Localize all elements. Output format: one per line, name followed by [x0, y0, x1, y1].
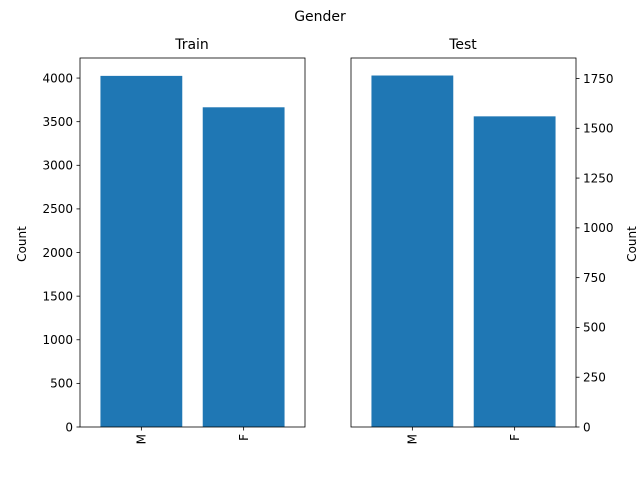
- train-y-tick-label: 1500: [42, 289, 73, 303]
- train-bar-f: [202, 107, 285, 427]
- train-y-axis-label: Count: [15, 226, 29, 262]
- train-axes-frame: [79, 57, 306, 428]
- figure-suptitle: Gender: [294, 9, 346, 25]
- test-y-tick-label: 250: [583, 371, 606, 385]
- test-y-tick-label: 1000: [583, 221, 614, 235]
- test-y-tick-label: 0: [583, 420, 591, 434]
- train-subplot-title: Train: [174, 37, 209, 53]
- test-subplot-title: Test: [448, 37, 477, 53]
- train-y-tick-label: 2000: [42, 246, 73, 260]
- train-y-tick-label: 3000: [42, 159, 73, 173]
- train-y-tick-label: 2500: [42, 202, 73, 216]
- train-y-tick-label: 1000: [42, 333, 73, 347]
- test-y-tick-label: 1500: [583, 122, 614, 136]
- train-y-tick-label: 500: [50, 377, 73, 391]
- test-bar-f: [473, 116, 556, 427]
- train-subplot: Train Count 0 500 1000 1500 2000 2500 3000 3500…: [15, 37, 306, 444]
- test-x-tick-label-m: M: [406, 434, 420, 444]
- test-axes-frame: [350, 57, 577, 428]
- train-x-tick-label-f: F: [237, 434, 251, 441]
- train-y-tick-label: 3500: [42, 115, 73, 129]
- test-y-axis-label: Count: [625, 226, 639, 262]
- train-x-tick-label-m: M: [135, 434, 149, 444]
- test-y-tick-label: 750: [583, 271, 606, 285]
- test-bar-m: [371, 75, 454, 428]
- test-y-tick-label: 1750: [583, 72, 614, 86]
- test-y-tick-label: 1250: [583, 171, 614, 185]
- test-subplot: Test Count 0 250 500 750 1000 1250 1500 1750 M F: [350, 37, 639, 444]
- test-x-tick-label-f: F: [508, 434, 522, 441]
- train-y-tick-label: 4000: [42, 71, 73, 85]
- train-bar-m: [100, 75, 183, 427]
- train-y-tick-label: 0: [65, 420, 73, 434]
- test-y-tick-label: 500: [583, 321, 606, 335]
